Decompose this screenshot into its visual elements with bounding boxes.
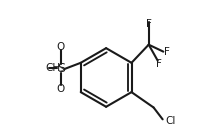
Text: O: O (57, 42, 65, 52)
Text: F: F (156, 59, 162, 69)
Text: F: F (164, 47, 170, 57)
Text: O: O (57, 84, 65, 94)
Text: Cl: Cl (165, 116, 176, 126)
Text: S: S (57, 62, 65, 75)
Text: CH₃: CH₃ (45, 63, 65, 73)
Text: F: F (146, 19, 152, 29)
